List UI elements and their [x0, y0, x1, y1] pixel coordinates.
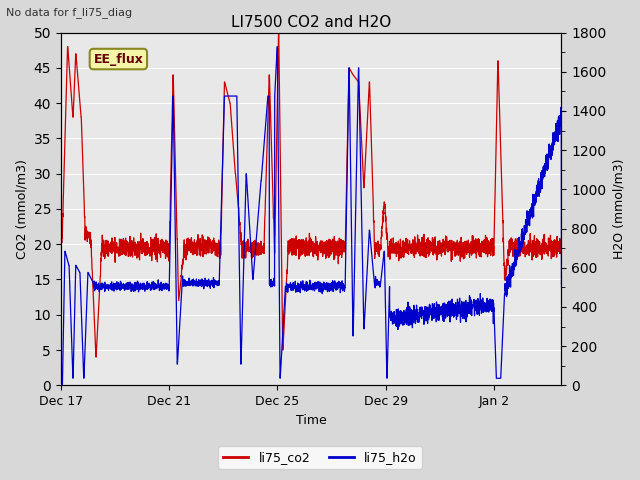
- X-axis label: Time: Time: [296, 414, 326, 427]
- Legend: li75_co2, li75_h2o: li75_co2, li75_h2o: [218, 446, 422, 469]
- Text: No data for f_li75_diag: No data for f_li75_diag: [6, 7, 132, 18]
- Y-axis label: CO2 (mmol/m3): CO2 (mmol/m3): [15, 159, 28, 259]
- Text: EE_flux: EE_flux: [93, 52, 143, 66]
- Title: LI7500 CO2 and H2O: LI7500 CO2 and H2O: [231, 15, 391, 30]
- Y-axis label: H2O (mmol/m3): H2O (mmol/m3): [612, 159, 625, 259]
